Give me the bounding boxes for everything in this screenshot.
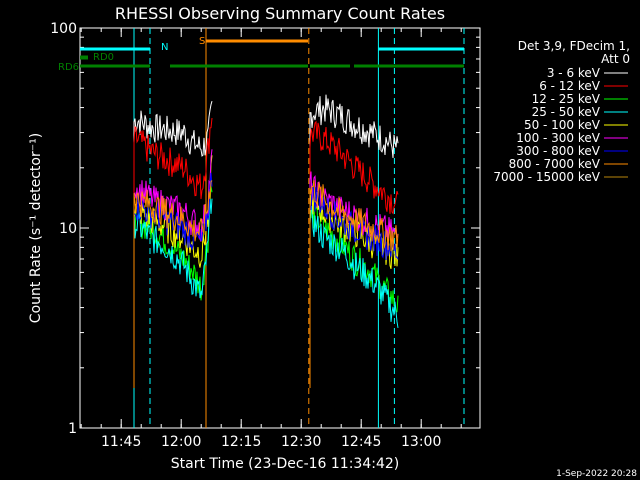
series-line [309,202,399,388]
x-axis-label: Start Time (23-Dec-16 11:34:42) [171,456,399,472]
legend-label: 25 - 50 keV [532,105,601,119]
legend-label: 7000 - 15000 keV [493,170,600,184]
legend-label: 3 - 6 keV [547,66,601,80]
flag-label-rd6: RD6 [58,62,79,73]
series-line [309,171,399,388]
series-line [133,197,213,388]
y-axis-label: Count Rate (s⁻¹ detector⁻¹) [28,133,44,323]
flag-label-s: S [199,36,205,47]
footer-date: 1-Sep-2022 20:28 [556,469,637,479]
legend-header-line-2: Att 0 [601,52,630,66]
x-tick-label: 11:45 [101,434,141,450]
series-line [133,117,213,388]
series-line [309,205,399,388]
y-tick-label: 1 [68,421,77,437]
legend-label: 800 - 7000 keV [509,157,601,171]
flag-label-rd0: RD0 [93,52,114,63]
flag-label-n: N [161,42,168,53]
series-line [309,180,399,388]
x-tick-label: 12:15 [221,434,261,450]
legend-label: 50 - 100 keV [524,118,601,132]
chart-title: RHESSI Observing Summary Count Rates [115,4,445,23]
y-tick-label: 10 [59,221,77,237]
x-tick-label: 12:00 [161,434,201,450]
legend-label: 100 - 300 keV [516,131,600,145]
x-tick-label: 12:45 [341,434,381,450]
legend-label: 300 - 800 keV [516,144,600,158]
legend-label: 12 - 25 keV [532,92,601,106]
series-line [309,120,399,388]
series-line [309,94,399,388]
x-tick-label: 13:00 [401,434,441,450]
legend-label: 6 - 12 keV [539,79,601,93]
series-line [133,180,213,388]
series-line [133,155,213,388]
series-line [133,100,213,388]
x-tick-label: 12:30 [281,434,321,450]
legend-header-line-1: Det 3,9, FDecim 1, [518,39,630,53]
plot-area: 1 10 100 11:45 12:00 12:15 12:30 12:45 13:00 N S RD… [50,21,481,450]
y-tick-label: 100 [50,21,77,37]
